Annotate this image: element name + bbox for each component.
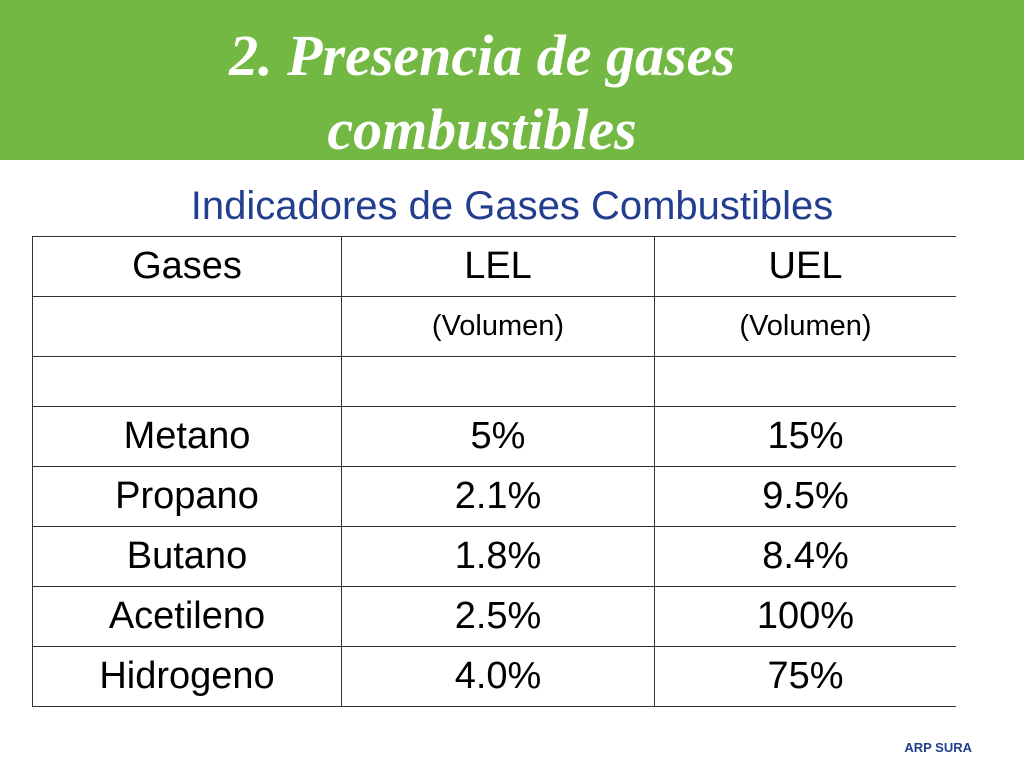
unit-row: (Volumen) (Volumen) bbox=[32, 296, 956, 357]
gas-name: Hidrogeno bbox=[32, 646, 342, 707]
table-row: Acetileno 2.5% 100% bbox=[32, 586, 956, 647]
gas-name: Butano bbox=[32, 526, 342, 587]
cell: 100% bbox=[654, 586, 956, 647]
cell bbox=[32, 296, 342, 357]
header-row: Gases LEL UEL bbox=[32, 236, 956, 297]
table-body: Gases LEL UEL (Volumen) (Volumen) Metano… bbox=[32, 236, 956, 707]
column-header: LEL bbox=[341, 236, 655, 297]
cell: 8.4% bbox=[654, 526, 956, 587]
cell: 2.5% bbox=[341, 586, 655, 647]
table: Gases LEL UEL (Volumen) (Volumen) Metano… bbox=[32, 236, 956, 707]
unit: (Volumen) bbox=[654, 296, 956, 357]
table-row: Metano 5% 15% bbox=[32, 406, 956, 467]
column-header: UEL bbox=[654, 236, 956, 297]
unit: (Volumen) bbox=[341, 296, 655, 357]
title: combustibles bbox=[327, 97, 637, 162]
subtitle: Indicadores de Gases Combustibles bbox=[190, 184, 834, 228]
cell bbox=[32, 356, 342, 407]
footer: ARP SURA bbox=[904, 740, 972, 755]
header-band bbox=[0, 0, 1024, 160]
cell: 75% bbox=[654, 646, 956, 707]
table-row: Propano 2.1% 9.5% bbox=[32, 466, 956, 527]
cell: 4.0% bbox=[341, 646, 655, 707]
cell bbox=[341, 356, 655, 407]
gas-name: Metano bbox=[32, 406, 342, 467]
cell: 1.8% bbox=[341, 526, 655, 587]
table-row: Hidrogeno 4.0% 75% bbox=[32, 646, 956, 707]
cell: 2.1% bbox=[341, 466, 655, 527]
gas-name: Acetileno bbox=[32, 586, 342, 647]
title: 2. Presencia de gases bbox=[229, 23, 735, 88]
empty-row bbox=[32, 356, 956, 407]
cell bbox=[654, 356, 956, 407]
table-row: Butano 1.8% 8.4% bbox=[32, 526, 956, 587]
cell: 9.5% bbox=[654, 466, 956, 527]
cell: 5% bbox=[341, 406, 655, 467]
cell: 15% bbox=[654, 406, 956, 467]
gas-name: Propano bbox=[32, 466, 342, 527]
column-header: Gases bbox=[32, 236, 342, 297]
